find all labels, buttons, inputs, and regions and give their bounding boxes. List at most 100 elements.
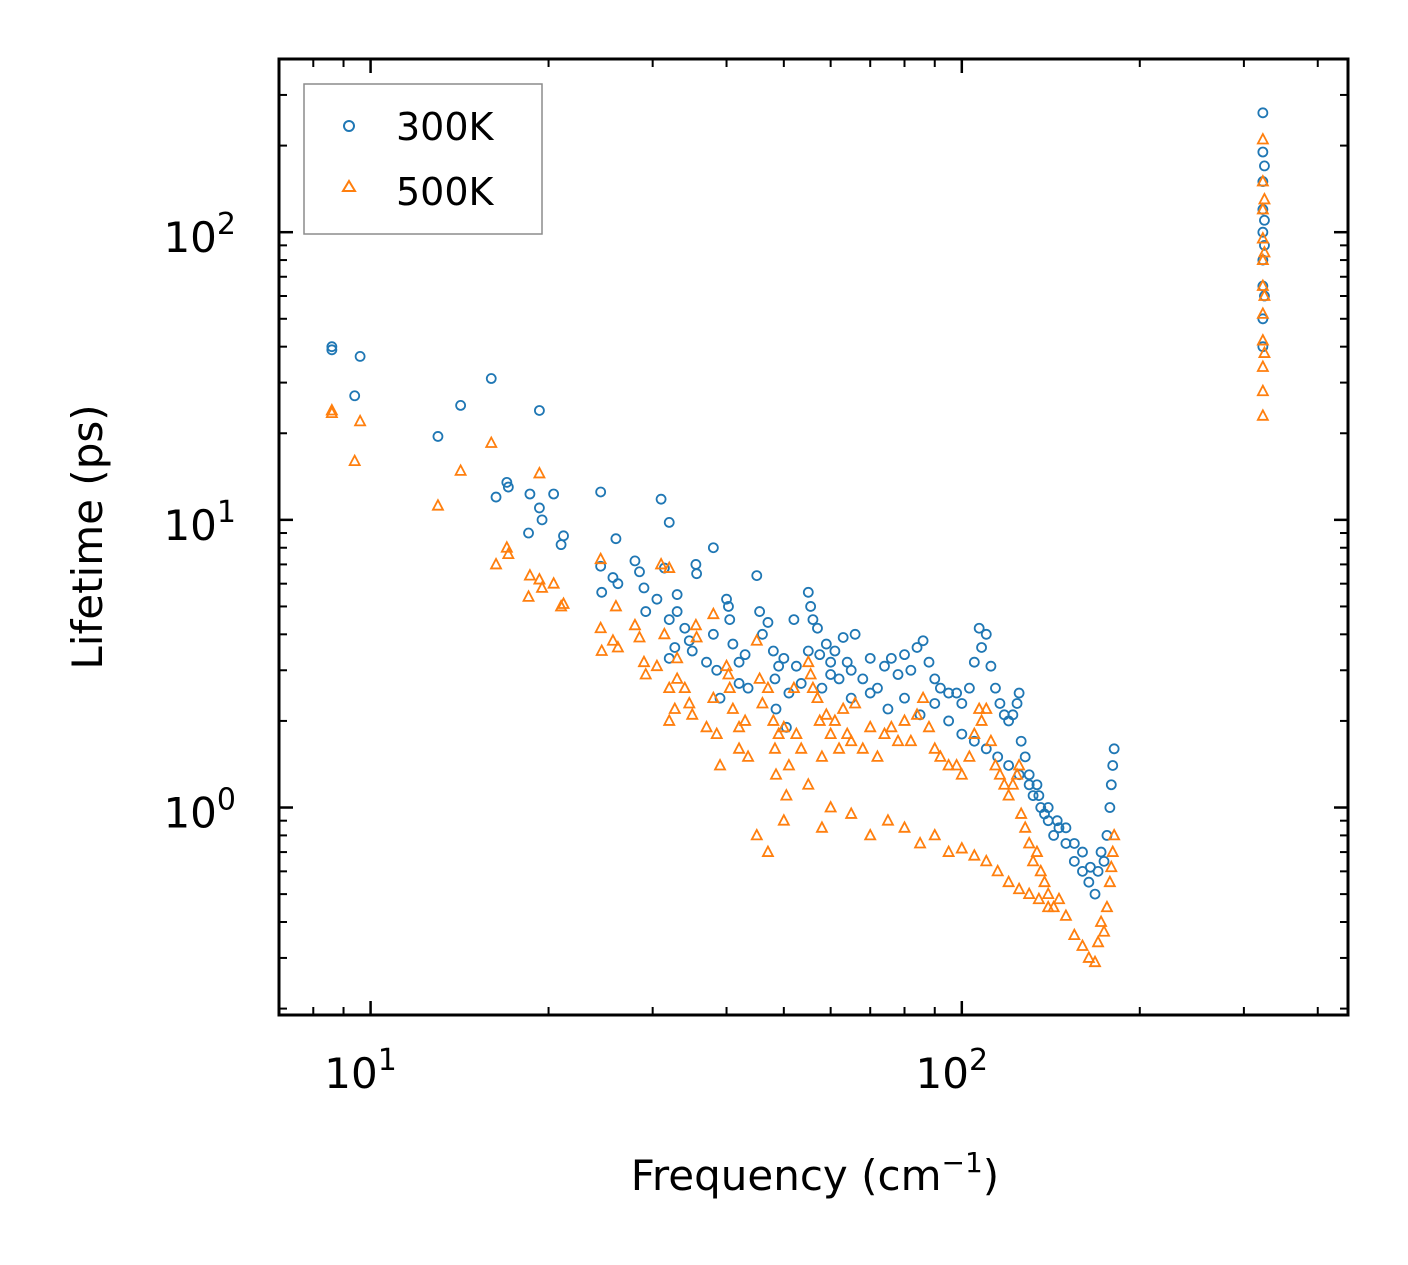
data-point-300K — [882, 703, 894, 715]
data-point-500K — [848, 696, 862, 709]
data-point-500K — [637, 654, 651, 668]
data-point-300K — [767, 645, 779, 657]
data-point-500K — [804, 667, 818, 680]
data-point-500K — [1094, 914, 1108, 927]
data-point-500K — [815, 749, 829, 762]
data-point-500K — [806, 680, 820, 694]
data-point-300K — [724, 614, 736, 626]
data-point-500K — [1041, 899, 1055, 913]
data-point-300K — [899, 649, 910, 661]
data-point-500K — [554, 599, 568, 612]
data-point-500K — [609, 599, 623, 612]
data-point-300K — [788, 614, 800, 626]
data-point-500K — [484, 435, 498, 448]
data-point-300K — [807, 614, 819, 626]
data-point-300K — [985, 660, 997, 672]
data-point-300K — [943, 687, 955, 699]
data-point-500K — [942, 844, 956, 857]
data-point-500K — [706, 606, 720, 620]
data-point-300K — [1107, 760, 1119, 771]
data-point-500K — [898, 713, 912, 726]
data-point-500K — [1100, 899, 1114, 913]
data-point-500K — [1038, 874, 1052, 888]
data-point-500K — [738, 713, 752, 726]
data-point-300K — [663, 516, 675, 528]
data-point-500K — [431, 498, 445, 511]
data-point-300K — [1083, 876, 1095, 888]
data-point-500K — [1106, 844, 1120, 857]
data-point-500K — [761, 844, 775, 857]
data-point-300K — [956, 698, 968, 709]
data-point-500K — [706, 690, 720, 704]
data-point-300K — [911, 642, 923, 653]
data-point-500K — [777, 813, 791, 826]
data-point-300K — [770, 703, 782, 715]
x-tick-labels: 101 102 — [324, 1043, 988, 1098]
y-tick-label: 100 — [163, 783, 236, 838]
data-point-300K — [721, 593, 732, 605]
data-point-500K — [1256, 359, 1270, 372]
data-point-300K — [1095, 846, 1107, 858]
data-point-300K — [686, 645, 698, 657]
data-point-500K — [1034, 863, 1048, 877]
data-point-500K — [928, 827, 942, 841]
data-point-300K — [956, 728, 968, 740]
data-point-500K — [794, 741, 808, 754]
data-point-300K — [1257, 226, 1269, 238]
data-point-300K — [707, 628, 719, 640]
data-point-500K — [750, 827, 764, 841]
data-point-500K — [700, 719, 714, 733]
data-point-300K — [923, 656, 935, 668]
data-point-300K — [523, 527, 534, 539]
data-point-300K — [1259, 160, 1270, 172]
data-point-500K — [955, 767, 969, 780]
data-point-500K — [1103, 874, 1117, 888]
data-point-500K — [772, 726, 786, 739]
data-point-500K — [501, 546, 515, 560]
data-point-500K — [1257, 191, 1271, 205]
plot-frame — [277, 57, 1350, 1017]
data-point-300K — [595, 560, 607, 572]
data-point-300K — [524, 488, 536, 500]
data-point-500K — [732, 741, 746, 754]
data-point-500K — [766, 713, 780, 726]
data-point-300K — [1108, 743, 1120, 755]
data-point-500K — [768, 741, 782, 754]
data-point-500K — [801, 654, 815, 668]
data-point-300K — [820, 638, 832, 650]
data-point-300K — [651, 593, 663, 605]
series-500K — [325, 132, 1271, 968]
data-point-300K — [733, 656, 745, 668]
data-point-500K — [962, 749, 976, 762]
data-point-500K — [650, 658, 664, 672]
data-point-500K — [594, 620, 608, 634]
data-point-500K — [755, 696, 769, 709]
data-point-500K — [1041, 886, 1055, 900]
legend-marker-300k — [343, 120, 355, 132]
data-point-500K — [913, 836, 927, 849]
data-point-500K — [928, 741, 942, 754]
data-point-300K — [1259, 214, 1270, 226]
data-point-500K — [1012, 758, 1026, 771]
data-point-300K — [899, 692, 910, 704]
data-point-300K — [773, 660, 785, 672]
data-point-300K — [845, 664, 857, 676]
data-point-300K — [879, 660, 890, 672]
data-point-300K — [751, 570, 763, 582]
data-point-500K — [662, 680, 676, 694]
data-point-500K — [750, 633, 764, 646]
data-point-300K — [733, 678, 745, 689]
data-point-500K — [489, 556, 503, 570]
data-point-300K — [778, 652, 790, 664]
data-point-500K — [547, 576, 561, 589]
data-point-300K — [833, 673, 845, 685]
data-point-300K — [723, 601, 734, 612]
data-point-500K — [881, 813, 895, 826]
data-point-300K — [690, 559, 702, 570]
data-point-300K — [326, 341, 338, 353]
data-point-500K — [787, 680, 801, 694]
data-point-500K — [713, 758, 727, 771]
data-point-500K — [891, 733, 905, 747]
data-point-300K — [1023, 769, 1035, 781]
data-point-300K — [548, 488, 560, 500]
